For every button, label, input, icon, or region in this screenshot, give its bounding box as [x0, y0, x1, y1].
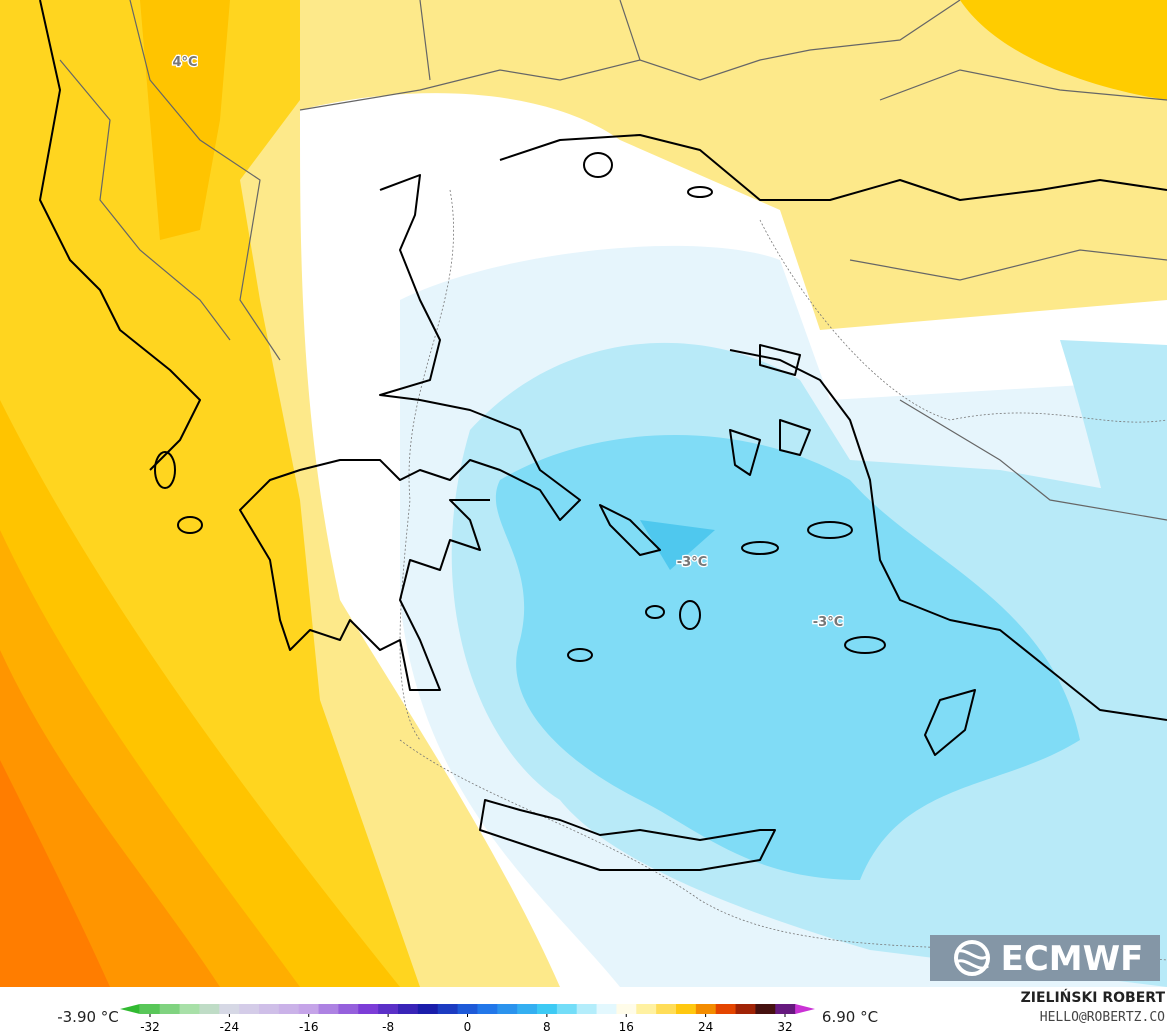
- colorbar-segment: [656, 1004, 677, 1014]
- colorbar-segment: [179, 1004, 200, 1014]
- colorbar-segment: [676, 1004, 697, 1014]
- colorbar-tick-label: 32: [777, 1020, 792, 1034]
- temp-zone: [495, 435, 1080, 880]
- temp-zone: [0, 760, 110, 987]
- logo-text: ECMWF: [1001, 939, 1144, 979]
- island: [807, 521, 853, 539]
- colorbar-tick-label: -32: [140, 1020, 160, 1034]
- colorbar-segment: [576, 1004, 598, 1014]
- border: [129, 0, 281, 361]
- colorbar-segment: [497, 1004, 518, 1014]
- colorbar-tick-label: -24: [220, 1020, 240, 1034]
- logo: ECMWF: [930, 935, 1160, 981]
- colorbar-segment: [259, 1004, 280, 1014]
- logo-icon: [955, 949, 989, 970]
- border: [849, 69, 1167, 521]
- island: [154, 451, 176, 489]
- colorbar-segment: [219, 1004, 240, 1014]
- temp-zone: [640, 520, 715, 570]
- colorbar-segment: [695, 1004, 717, 1014]
- colorbar-segment: [596, 1004, 617, 1014]
- map: 4°C -3°C -3°C ECMWF: [0, 0, 1167, 987]
- island: [924, 689, 976, 756]
- map-label: -3°C: [813, 615, 843, 630]
- colorbar-end: [795, 1004, 815, 1014]
- coastline: [499, 134, 1167, 201]
- colorbar-min-label: -3.90 °C: [57, 1008, 119, 1026]
- colorbar-segment: [338, 1004, 359, 1014]
- colorbar-segment: [199, 1004, 220, 1014]
- colorbar-segment: [477, 1004, 498, 1014]
- colorbar: -3.90 °C 6.90 °C -32 -24 -16 -8 0 8 16 24 32: [57, 1004, 878, 1034]
- colorbar-segment: [556, 1004, 578, 1014]
- colorbar-segment: [358, 1004, 379, 1014]
- colorbar-tick-label: 8: [543, 1020, 551, 1034]
- isotherm: [399, 189, 454, 741]
- island: [599, 344, 811, 556]
- colorbar-tick-label: 0: [464, 1020, 472, 1034]
- colorbar-tick-label: -16: [299, 1020, 319, 1034]
- colorbar-end: [120, 1004, 140, 1014]
- colorbar-segment: [755, 1004, 776, 1014]
- island: [687, 186, 713, 198]
- colorbar-tick-label: -8: [382, 1020, 394, 1034]
- map-label: 4°C: [172, 55, 197, 70]
- border: [59, 0, 641, 341]
- isotherm: [759, 219, 1167, 423]
- colorbar-segment: [159, 1004, 181, 1014]
- colorbar-segment: [278, 1004, 300, 1014]
- map-label: -3°C: [677, 555, 707, 570]
- colorbar-segment: [298, 1004, 320, 1014]
- island: [177, 516, 203, 534]
- island: [645, 605, 665, 619]
- island: [741, 541, 779, 555]
- colorbar-max-label: 6.90 °C: [822, 1008, 878, 1026]
- credit-name: ZIELIŃSKI ROBERT: [1021, 988, 1166, 1006]
- temp-zone: [140, 0, 230, 240]
- colorbar-segment: [537, 1004, 558, 1014]
- island: [679, 600, 701, 630]
- island: [583, 152, 613, 178]
- island: [844, 636, 886, 654]
- colorbar-segment: [616, 1004, 637, 1014]
- coastline: [729, 349, 1167, 721]
- temp-zone: [960, 0, 1167, 100]
- coastline: [39, 0, 201, 471]
- colorbar-segment: [318, 1004, 339, 1014]
- colorbar-segment: [775, 1004, 796, 1014]
- colorbar-tick-label: 16: [619, 1020, 634, 1034]
- colorbar-segment: [517, 1004, 538, 1014]
- colorbar-segment: [735, 1004, 756, 1014]
- colorbar-segment: [715, 1004, 737, 1014]
- credit-contact: HELLO@ROBERTZ.CO: [1040, 1010, 1165, 1025]
- colorbar-segment: [636, 1004, 657, 1014]
- temp-zone: [1060, 340, 1167, 690]
- colorbar-segment: [239, 1004, 260, 1014]
- colorbar-segment: [398, 1004, 419, 1014]
- colorbar-segment: [378, 1004, 399, 1014]
- logo-icon: [954, 940, 990, 976]
- coastline: [239, 174, 581, 691]
- colorbar-segment: [417, 1004, 439, 1014]
- colorbar-segment: [437, 1004, 459, 1014]
- colorbar-segment: [139, 1004, 161, 1014]
- colorbar-tick-label: 24: [698, 1020, 713, 1034]
- colorbar-segment: [457, 1004, 478, 1014]
- island: [479, 799, 776, 871]
- island: [567, 648, 593, 662]
